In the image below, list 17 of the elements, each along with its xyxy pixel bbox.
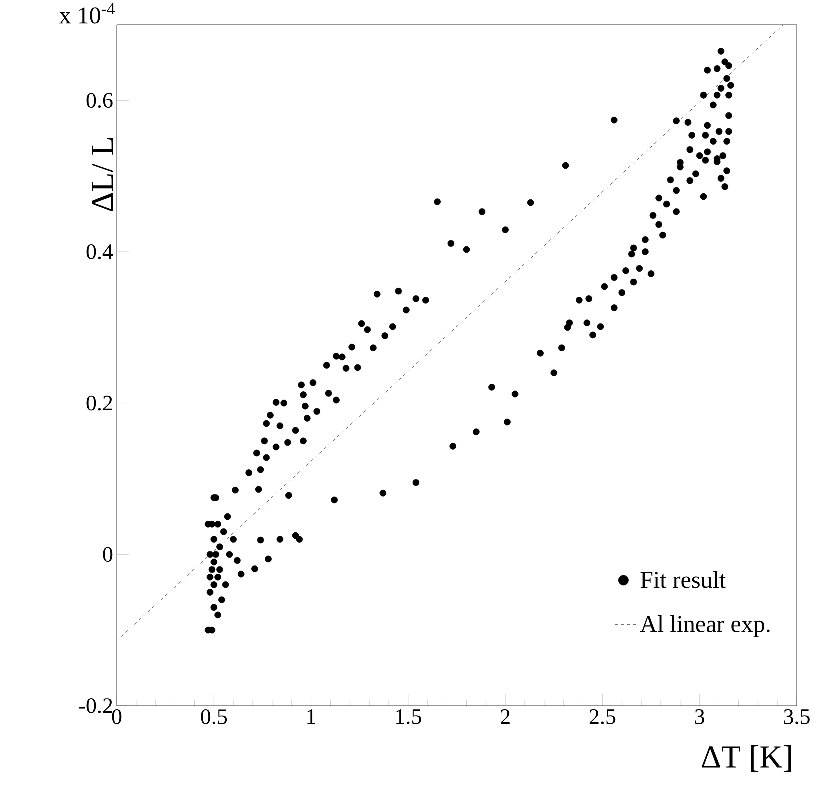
y-tick-label: 0.4 [86, 244, 114, 260]
legend-label: Al linear exp. [640, 616, 770, 638]
y-tick-label: 0.2 [86, 396, 112, 411]
x-tick-label: 2.5 [590, 710, 616, 724]
x-tick-label: 0.5 [201, 710, 228, 724]
y-tick-label: 0.6 [86, 93, 113, 108]
text: x 10$^{-4}$ [60, 3, 116, 24]
x-axis-title: ΔT [K] [702, 746, 792, 772]
x-tick-label: 3 [695, 710, 705, 724]
x-tick-label: 1 [308, 710, 316, 724]
y-axis-title: ΔL/ L [92, 138, 114, 212]
x-tick-label: 3.5 [784, 710, 810, 724]
y-tick-label: 0 [103, 547, 113, 562]
x-tick-label: 1.5 [396, 710, 422, 724]
legend-label: Fit result [640, 571, 726, 588]
x-tick-label: 2 [501, 710, 510, 724]
y-tick-label: -0.2 [79, 698, 112, 714]
